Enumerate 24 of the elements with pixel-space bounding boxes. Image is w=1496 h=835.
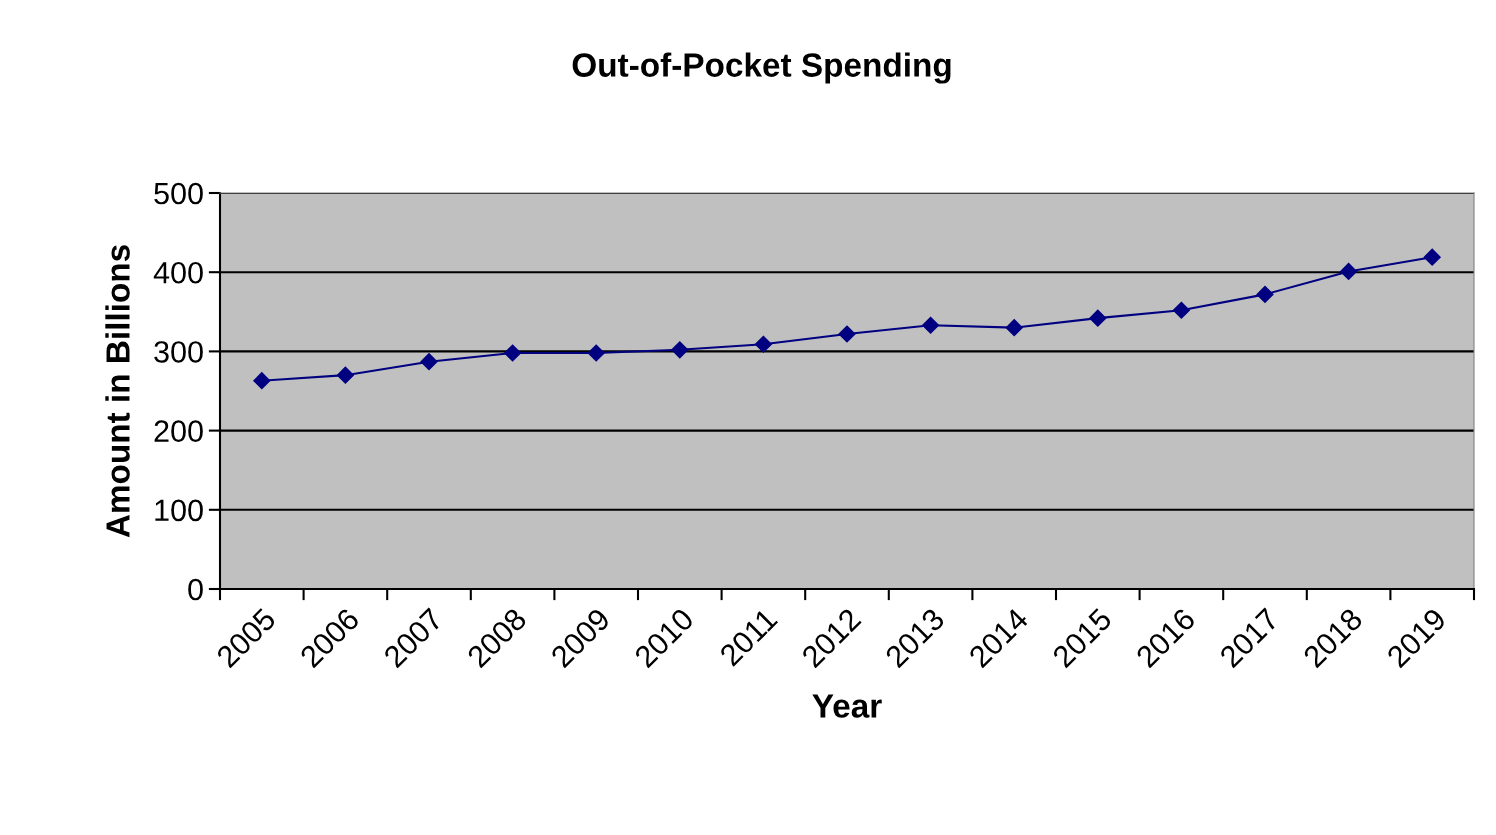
point — [838, 325, 856, 343]
point — [671, 341, 689, 359]
y-tick-label: 500 — [154, 182, 203, 205]
point — [504, 344, 522, 362]
y-tick-label: 300 — [154, 341, 203, 363]
x-axis-title: Year — [812, 694, 882, 718]
point — [1172, 301, 1190, 319]
point — [1423, 248, 1441, 266]
point — [253, 372, 271, 390]
point — [1340, 262, 1358, 280]
point — [336, 366, 354, 384]
point — [922, 316, 940, 334]
y-tick-label: 100 — [155, 499, 203, 522]
y-axis-title: Amount in Billions — [105, 245, 130, 538]
point — [420, 353, 438, 371]
point — [754, 335, 772, 353]
chart-title: Out-of-Pocket Spending — [572, 52, 951, 84]
y-tick-label: 200 — [154, 420, 203, 442]
point — [1089, 309, 1107, 327]
point — [1005, 319, 1023, 337]
point — [1256, 285, 1274, 303]
y-tick-label: 0 — [188, 578, 203, 601]
point — [587, 344, 605, 362]
y-tick-label: 400 — [153, 261, 203, 284]
